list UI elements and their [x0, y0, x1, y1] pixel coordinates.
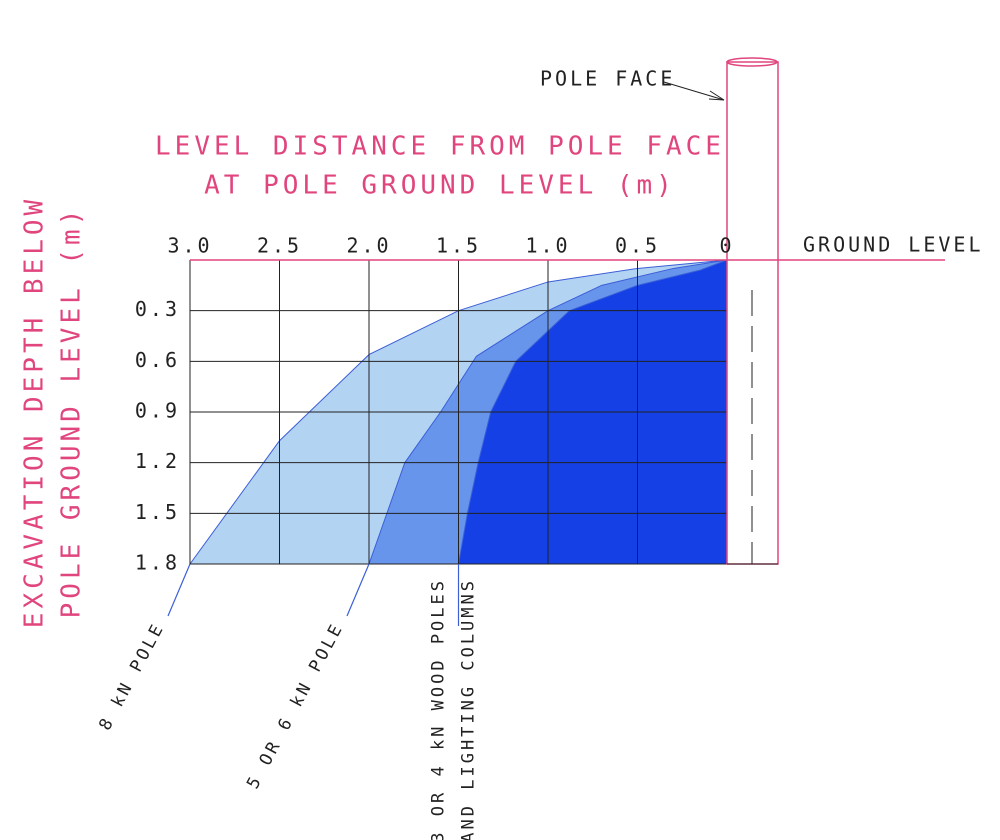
y-tick-label: 1.8	[135, 551, 180, 575]
arrow-head	[708, 90, 725, 101]
x-tick-label: 3.0	[167, 234, 212, 258]
chart-title: AT POLE GROUND LEVEL (m)	[204, 171, 676, 201]
x-tick-label: 1.0	[525, 234, 570, 258]
pole-face-leader	[663, 81, 725, 101]
label-leader	[346, 563, 370, 617]
chart-title: LEVEL DISTANCE FROM POLE FACE	[155, 132, 725, 162]
y-tick-label: 0.3	[135, 297, 180, 321]
series-label: 5 OR 6 kN POLE	[243, 619, 348, 792]
pole-top	[726, 57, 778, 67]
y-tick-label: 0.9	[135, 399, 180, 423]
y-axis-label: EXCAVATION DEPTH BELOW	[20, 196, 50, 628]
y-tick-label: 0.6	[135, 348, 180, 372]
x-tick-label: 1.5	[436, 234, 481, 258]
x-tick-label: 0	[719, 234, 734, 258]
series-label: 3 OR 4 kN WOOD POLES	[429, 578, 449, 840]
x-tick-label: 2.0	[346, 234, 391, 258]
ground-level-label: GROUND LEVEL	[803, 233, 984, 257]
series-label: AND LIGHTING COLUMNS	[459, 578, 479, 840]
series-label: 8 kN POLE	[95, 619, 169, 734]
pole-face-label: POLE FACE	[540, 67, 675, 91]
y-tick-label: 1.2	[135, 449, 180, 473]
x-tick-label: 0.5	[615, 234, 660, 258]
y-tick-label: 1.5	[135, 500, 180, 524]
x-tick-label: 2.5	[257, 234, 302, 258]
y-axis-label: POLE GROUND LEVEL (m)	[57, 206, 87, 619]
label-leader	[167, 563, 191, 617]
